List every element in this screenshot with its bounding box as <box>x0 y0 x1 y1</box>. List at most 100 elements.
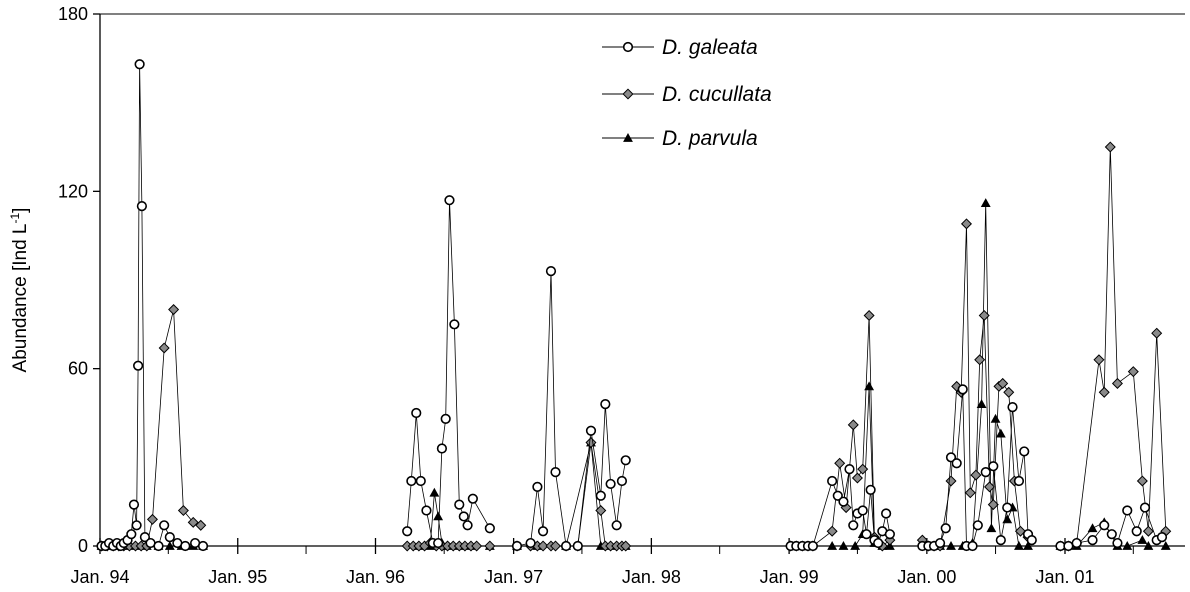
data-point-d-galeata <box>136 201 147 212</box>
series-line-d-cucullata <box>790 315 891 547</box>
x-tick-label: Jan. 00 <box>897 567 956 587</box>
data-point-d-parvula <box>1014 540 1024 550</box>
data-point-d-galeata <box>980 467 991 478</box>
data-point-d-galeata <box>967 540 978 552</box>
data-point-d-galeata <box>133 360 144 371</box>
data-point-d-cucullata <box>1136 475 1148 487</box>
data-point-d-galeata <box>848 520 859 531</box>
data-point-d-cucullata <box>826 525 838 537</box>
data-point-d-cucullata <box>847 419 859 431</box>
data-point-d-parvula <box>980 198 991 207</box>
legend-marker-d-parvula <box>623 132 633 142</box>
data-point-d-parvula <box>995 428 1006 438</box>
data-point-d-parvula <box>990 413 1001 423</box>
data-point-d-galeata <box>995 534 1006 546</box>
series-d-parvula <box>96 198 1171 550</box>
data-point-d-galeata <box>454 499 465 510</box>
data-point-d-parvula <box>986 523 997 533</box>
data-point-d-cucullata <box>595 505 607 517</box>
series-layer <box>96 59 1172 552</box>
data-point-d-galeata <box>957 384 968 395</box>
data-point-d-cucullata <box>1093 354 1105 366</box>
y-tick-label: 0 <box>78 536 88 556</box>
y-tick-label: 60 <box>68 359 88 379</box>
data-point-d-galeata <box>807 540 818 552</box>
data-point-d-galeata <box>560 540 572 552</box>
data-point-d-galeata <box>525 537 536 549</box>
x-tick-label: Jan. 01 <box>1035 567 1094 587</box>
data-point-d-cucullata <box>978 309 990 321</box>
y-axis-title: Abundance [Ind L-1] <box>8 208 31 373</box>
data-point-d-galeata <box>402 526 413 537</box>
data-point-d-cucullata <box>1014 525 1026 537</box>
series-line-d-galeata <box>406 200 491 544</box>
data-point-d-parvula <box>433 511 444 521</box>
legend: D. galeata D. cucullata D. parvula <box>602 36 772 150</box>
data-point-d-cucullata <box>1111 377 1123 389</box>
axes <box>99 13 1185 547</box>
data-point-d-parvula <box>1137 535 1148 544</box>
data-point-d-galeata <box>1156 532 1168 543</box>
data-point-d-galeata <box>861 529 872 540</box>
data-point-d-galeata <box>832 490 843 501</box>
legend-label-d-galeata: D. galeata <box>662 36 758 59</box>
data-point-d-parvula <box>1023 540 1033 550</box>
data-point-d-galeata <box>511 540 523 552</box>
series-line-d-cucullata <box>1060 146 1167 547</box>
data-point-d-cucullata <box>863 309 875 321</box>
data-point-d-cucullata <box>987 499 999 511</box>
data-point-d-parvula <box>1122 540 1133 550</box>
legend-marker-d-cucullata <box>622 88 634 100</box>
data-point-d-galeata <box>458 511 469 522</box>
x-tick-label: Jan. 99 <box>760 567 819 587</box>
data-point-d-cucullata <box>471 540 483 552</box>
data-point-d-cucullata <box>585 437 597 449</box>
data-point-d-galeata <box>1026 534 1037 546</box>
data-point-d-galeata <box>1002 502 1013 513</box>
series-line-d-galeata <box>101 64 204 547</box>
data-point-d-cucullata <box>964 487 976 499</box>
x-tick-label: Jan. 96 <box>346 567 405 587</box>
data-point-d-galeata <box>415 475 426 487</box>
x-axis-ticks: Jan. 94 Jan. 95 Jan. 96 Jan. 97 Jan. 98 Jan. … <box>70 538 1134 587</box>
series-line-d-cucullata <box>517 442 626 547</box>
data-point-d-cucullata <box>834 457 846 469</box>
data-point-d-galeata <box>988 461 999 472</box>
data-point-d-galeata <box>951 458 962 469</box>
data-point-d-galeata <box>449 319 460 330</box>
data-point-d-galeata <box>411 407 422 419</box>
data-point-d-parvula <box>864 381 875 391</box>
data-point-d-cucullata <box>1003 386 1015 398</box>
data-point-d-galeata <box>467 493 478 504</box>
data-point-d-cucullata <box>620 540 632 552</box>
x-tick-label: Jan. 97 <box>484 567 543 587</box>
data-point-d-parvula <box>1143 540 1154 550</box>
series-line-d-parvula <box>517 442 626 547</box>
data-point-d-cucullata <box>1104 141 1116 153</box>
data-point-d-cucullata <box>1127 366 1139 378</box>
data-point-d-cucullata <box>550 540 562 552</box>
data-point-d-galeata <box>945 452 957 463</box>
data-point-d-galeata <box>159 520 170 531</box>
data-point-d-galeata <box>844 464 855 475</box>
data-point-d-galeata <box>1099 520 1110 531</box>
series-line-d-parvula <box>928 203 1028 547</box>
data-point-d-galeata <box>550 467 561 478</box>
data-point-d-parvula <box>1160 540 1171 550</box>
data-point-d-galeata <box>1007 401 1018 413</box>
data-point-d-cucullata <box>168 304 180 316</box>
data-point-d-galeata <box>1131 526 1142 537</box>
data-point-d-galeata <box>1013 475 1025 487</box>
y-tick-label: 180 <box>58 4 88 24</box>
data-point-d-parvula <box>946 540 956 550</box>
data-point-d-parvula <box>976 399 987 408</box>
data-point-d-galeata <box>585 425 597 436</box>
x-tick-label: Jan. 98 <box>622 567 681 587</box>
series-d-cucullata <box>96 141 1172 552</box>
data-point-d-galeata <box>131 520 142 531</box>
data-point-d-parvula <box>429 487 440 497</box>
data-point-d-galeata <box>139 532 151 543</box>
data-point-d-galeata <box>616 475 628 487</box>
data-point-d-cucullata <box>997 377 1009 389</box>
data-point-d-cucullata <box>970 469 982 481</box>
